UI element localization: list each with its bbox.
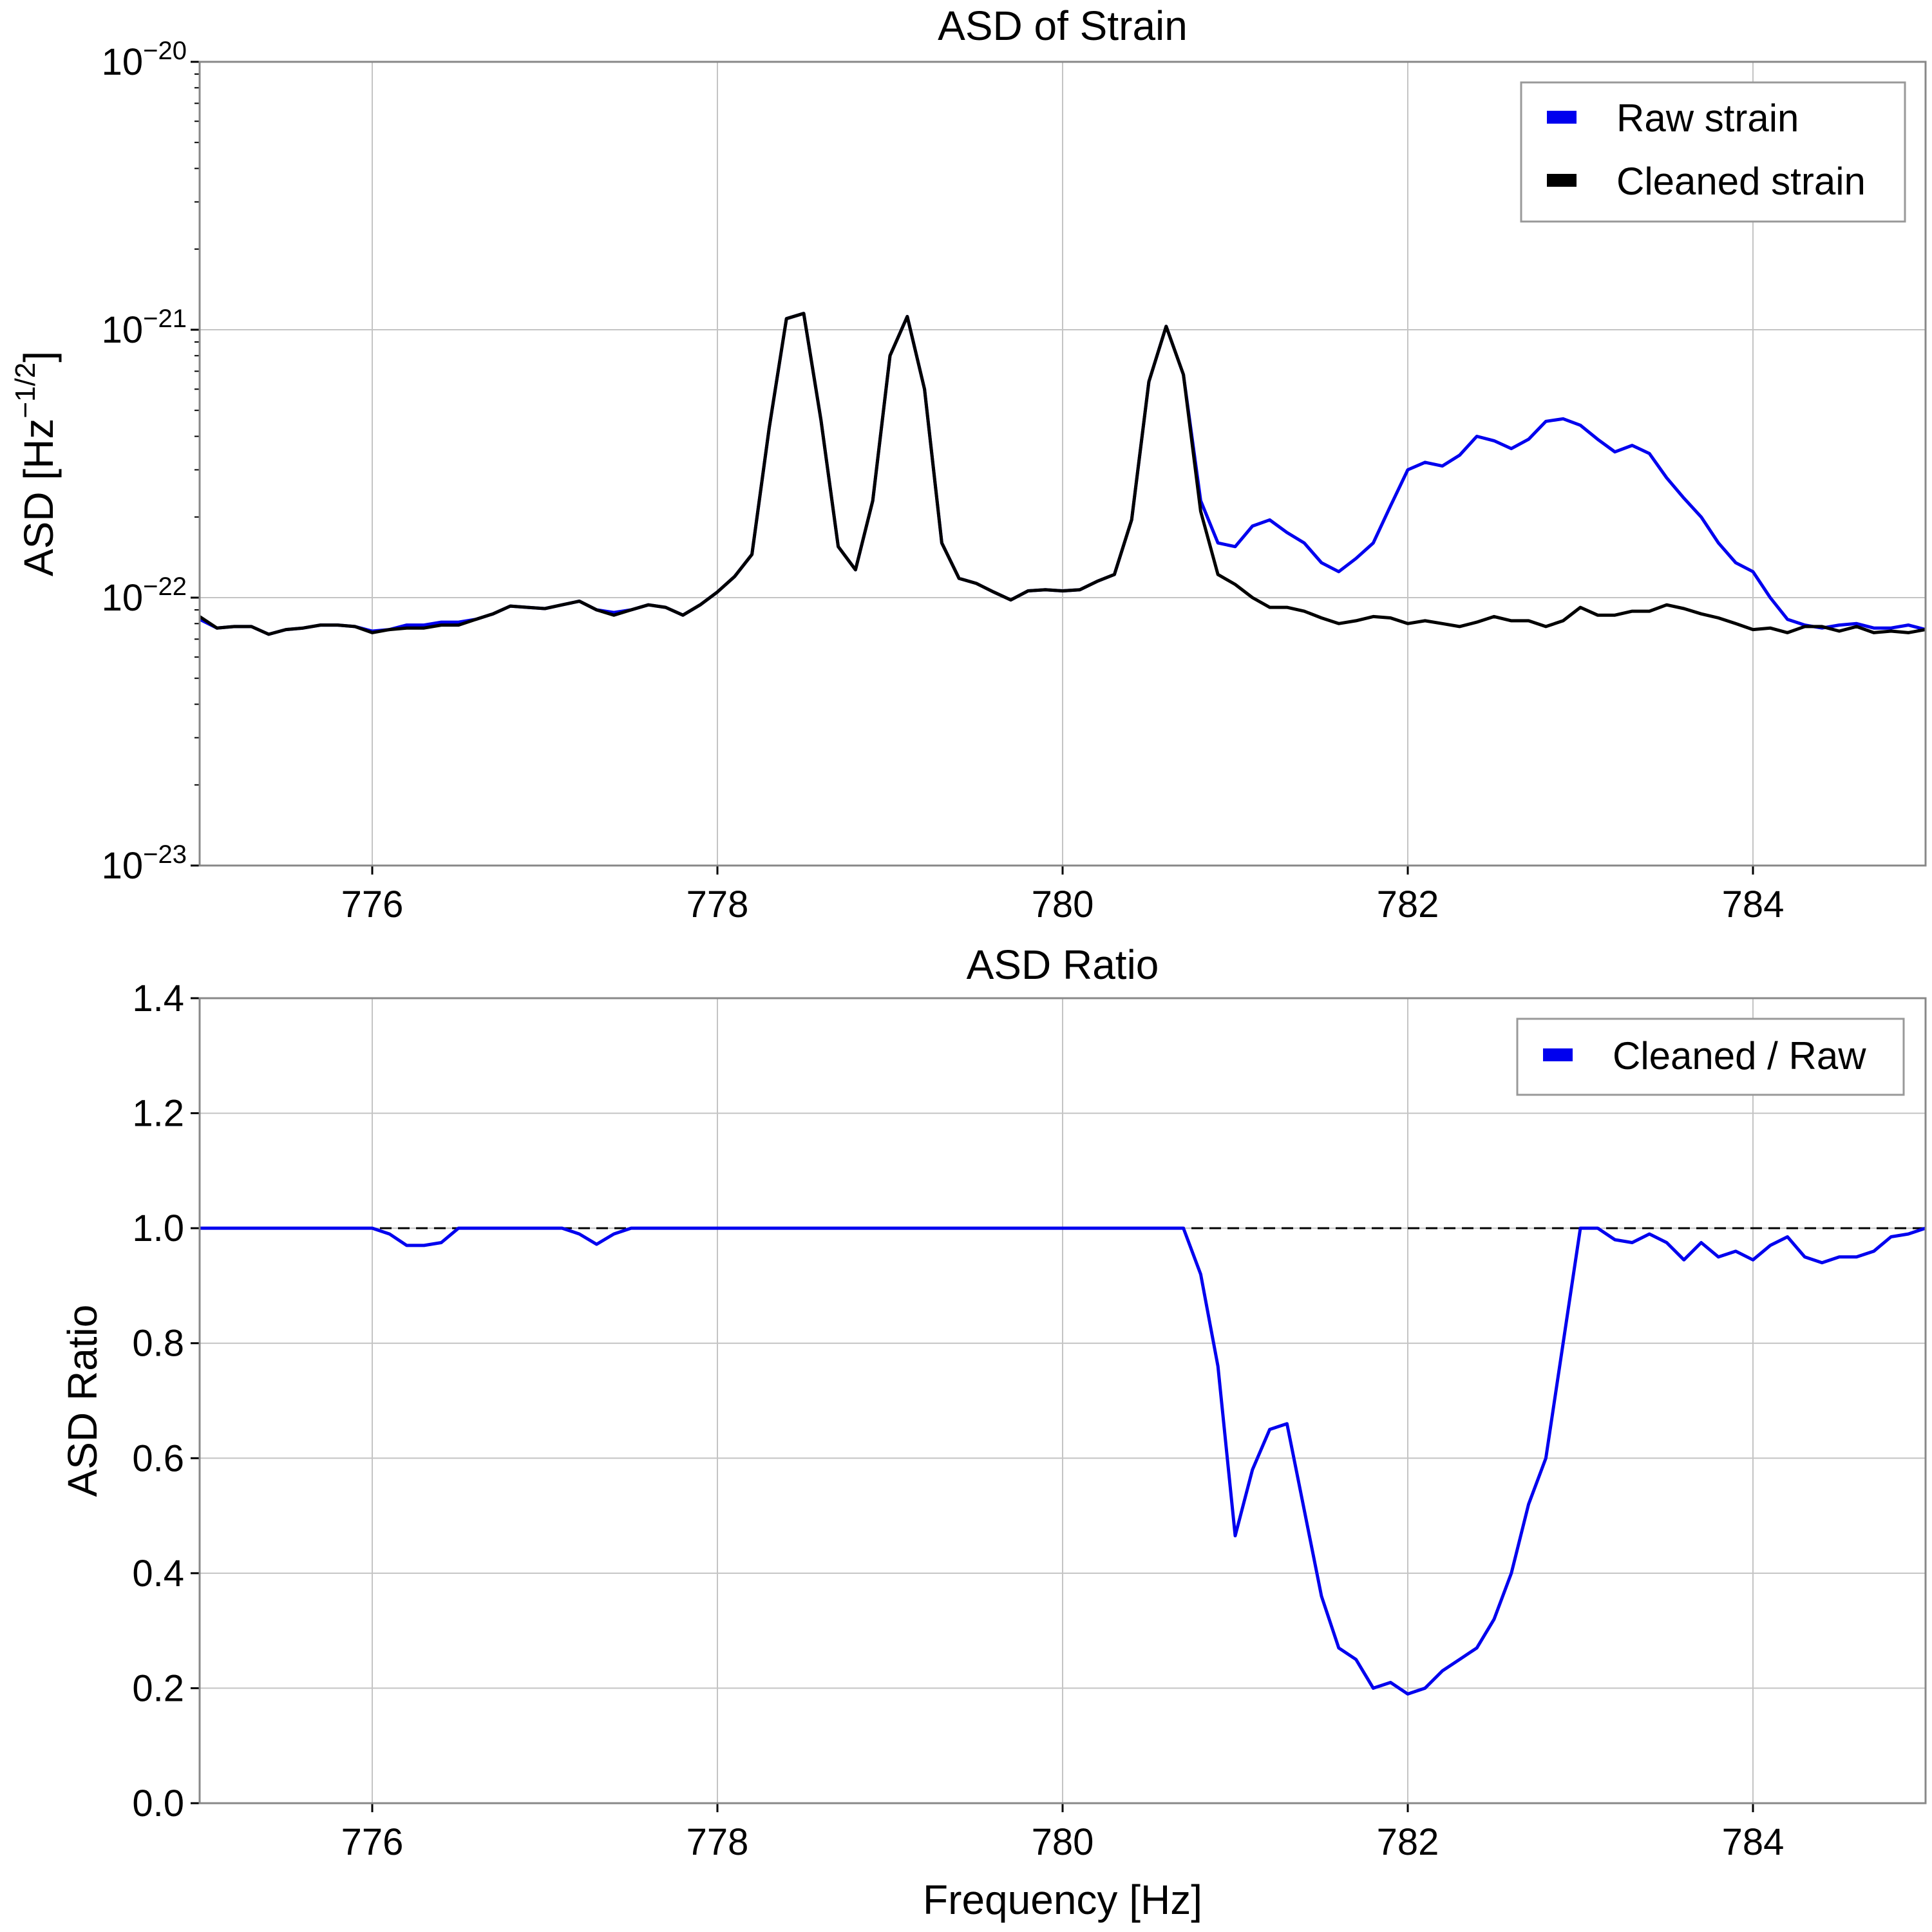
ratio-ytick-label: 0.0 [132,1783,184,1824]
legend-label-cleaned: Cleaned strain [1616,160,1866,203]
legend-swatch-raw [1547,111,1577,124]
asd-legend-box [1520,81,1906,223]
ratio-ytick-label: 0.2 [132,1667,184,1709]
ratio-ticks: 776 778 780 782 784 0.0 0.2 0.4 0.6 0.8 1.0 1.2 1.4 [132,978,1784,1863]
ratio-ytick-label: 0.8 [132,1323,184,1365]
asd-xtick-label: 784 [1722,884,1785,925]
ratio-title: ASD Ratio [967,942,1159,988]
asd-ytick-label: 10−21 [102,305,187,351]
asd-lines [198,312,1926,636]
asd-panel: ASD of Strain 776 778 780 782 784 10−20 10−21 1… [10,3,1927,925]
asd-xtick-label: 782 [1377,884,1439,925]
ratio-xtick-label: 776 [341,1821,404,1863]
ratio-legend: Cleaned / Raw [1516,1018,1905,1096]
ratio-panel: ASD Ratio 776 778 780 782 784 0.0 0.2 0.4 0.6 0.8… [59,942,1927,1923]
asd-xtick-label: 778 [687,884,749,925]
ratio-xtick-label: 784 [1722,1821,1785,1863]
asd-ytick-label: 10−22 [102,573,187,619]
asd-title: ASD of Strain [938,3,1188,49]
ratio-ytick-label: 1.4 [132,978,184,1019]
ratio-xtick-label: 778 [687,1821,749,1863]
ratio-grid [200,998,1926,1804]
cleaned-strain-line [198,312,1926,636]
legend-swatch-cleaned [1547,174,1577,187]
legend-swatch-ratio [1543,1048,1573,1061]
asd-legend: Raw strain Cleaned strain [1520,81,1906,223]
legend-label-ratio: Cleaned / Raw [1613,1034,1866,1077]
legend-label-raw: Raw strain [1616,97,1799,140]
ratio-lines [200,1226,1926,1696]
ratio-ylabel: ASD Ratio [59,1305,106,1497]
ratio-xtick-label: 780 [1032,1821,1094,1863]
asd-ytick-label: 10−23 [102,840,187,887]
ratio-ytick-label: 0.4 [132,1553,184,1595]
ratio-ytick-label: 0.6 [132,1437,184,1479]
asd-xtick-label: 776 [341,884,404,925]
ratio-line [200,1226,1926,1696]
ratio-ytick-label: 1.2 [132,1093,184,1135]
asd-ytick-label: 10−20 [102,37,187,83]
asd-ylabel: ASD [Hz−1/2] [10,351,62,576]
ratio-axes-frame [198,997,1927,1804]
ratio-legend-box [1516,1018,1905,1096]
asd-xtick-label: 780 [1032,884,1094,925]
asd-ticks: 776 778 780 782 784 10−20 10−21 10−22 10−23 [102,37,1785,925]
asd-axes-frame [198,61,1927,867]
ratio-ytick-label: 1.0 [132,1208,184,1249]
ratio-xtick-label: 782 [1377,1821,1439,1863]
ratio-xlabel: Frequency [Hz] [923,1877,1202,1923]
